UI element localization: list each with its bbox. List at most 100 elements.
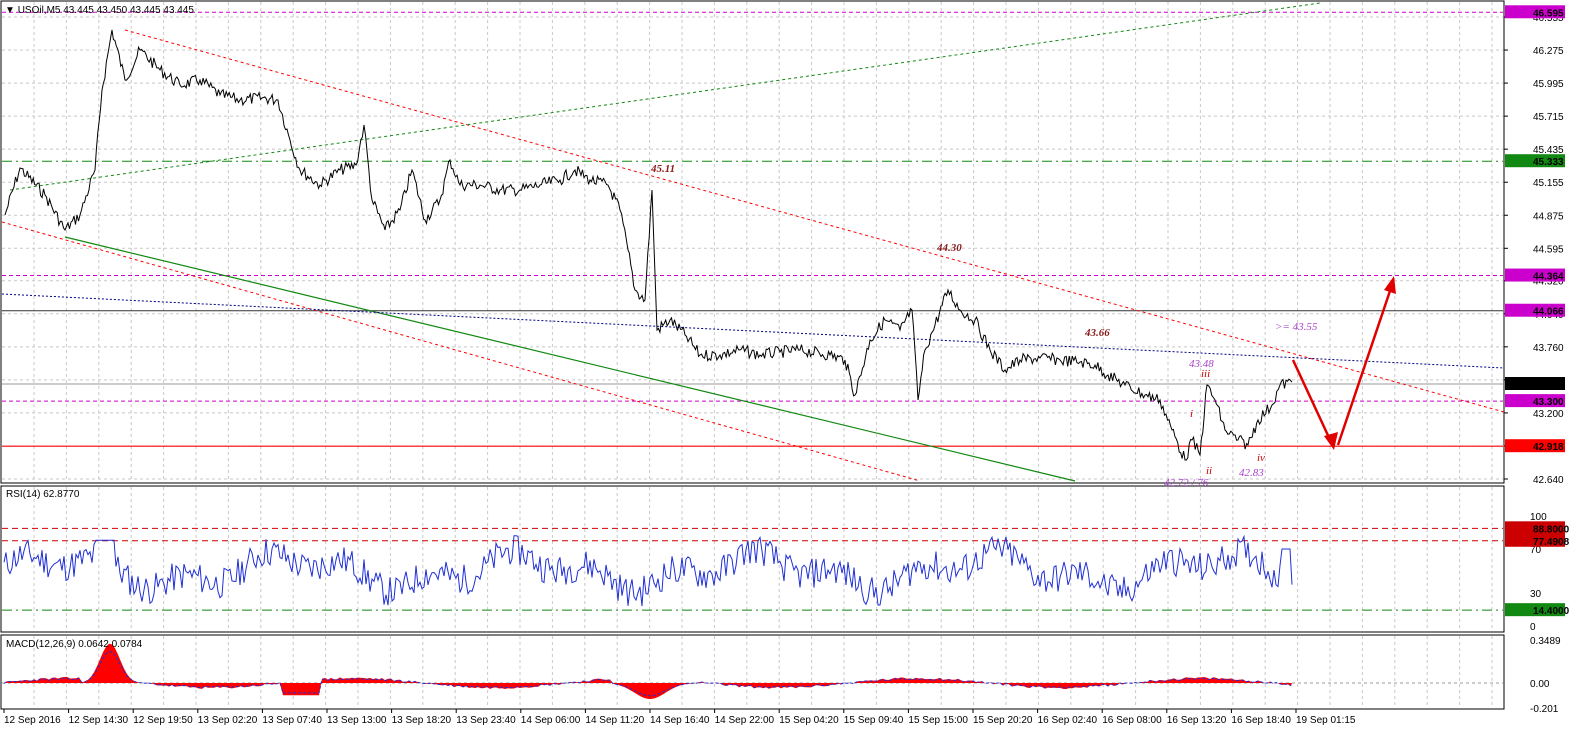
macd-panel[interactable] <box>0 634 1505 710</box>
rsi-indicator <box>2 527 1503 611</box>
rsi-tag-label: 77.4908 <box>1533 537 1570 548</box>
macd-histogram <box>4 643 1292 699</box>
rsi-tag-box <box>1505 533 1565 547</box>
rsi-tag-label: 88.8000 <box>1533 524 1570 535</box>
price-tag-label: 45.333 <box>1533 157 1564 168</box>
price-tick-label: 46.275 <box>1533 46 1564 57</box>
rsi-tick-label: 0 <box>1530 622 1536 633</box>
annotation-45-11: 45.11 <box>650 163 675 175</box>
channel-upper-line <box>124 29 1505 413</box>
time-tick-label: 16 Sep 08:00 <box>1102 715 1162 726</box>
price-tick-label: 45.715 <box>1533 112 1564 123</box>
symbol-header: ▼ USOil,M5 43.445 43.450 43.445 43.445 <box>5 5 194 16</box>
price-tag-box <box>1505 439 1565 453</box>
price-tag-label: 46.595 <box>1533 8 1564 19</box>
wave-iii-label: iii <box>1201 368 1210 380</box>
horizontal-levels <box>2 11 1503 447</box>
green-dotted-trendline <box>9 2 1321 191</box>
price-series <box>4 29 1293 461</box>
time-tick-label: 16 Sep 18:40 <box>1231 715 1291 726</box>
wave-ii-label: ii <box>1206 465 1212 477</box>
time-tick-label: 13 Sep 18:20 <box>392 715 452 726</box>
time-tick-label: 15 Sep 20:20 <box>973 715 1033 726</box>
annotation-43-48: 43.48 <box>1189 358 1214 370</box>
time-tick-label: 12 Sep 14:30 <box>69 715 129 726</box>
time-axis: 12 Sep 2016 12 Sep 14:30 12 Sep 19:50 13 Se… <box>3 709 1356 726</box>
down-arrow-line <box>1291 359 1334 445</box>
annotation-43-66: 43.66 <box>1084 327 1110 339</box>
rsi-tick-label: 30 <box>1530 589 1542 600</box>
time-tick-label: 12 Sep 19:50 <box>133 715 193 726</box>
macd-tick-label: 0.00 <box>1530 679 1550 690</box>
chart-grid <box>2 2 1503 708</box>
rsi-tag-box <box>1505 521 1565 535</box>
time-tick-label: 14 Sep 06:00 <box>521 715 581 726</box>
macd-tick-label: 0.3489 <box>1530 636 1561 647</box>
time-tick-label: 12 Sep 2016 <box>4 715 61 726</box>
up-arrow-line <box>1336 284 1394 446</box>
price-tag-box <box>1505 5 1565 19</box>
time-tick-label: 15 Sep 09:40 <box>844 715 904 726</box>
up-arrow-head <box>1384 276 1396 294</box>
price-axis: 46.555 46.275 45.995 45.715 45.435 45.155 44.8… <box>1504 13 1564 486</box>
price-tag-box <box>1505 154 1565 168</box>
price-tick-label: 46.555 <box>1533 13 1564 24</box>
price-tag-label: 43.445 <box>1533 380 1564 391</box>
price-tag-box <box>1505 268 1565 282</box>
price-tick-label: 44.875 <box>1533 211 1564 222</box>
price-tick-label: 45.995 <box>1533 79 1564 90</box>
rsi-tick-label: 100 <box>1530 512 1547 523</box>
time-tick-label: 13 Sep 23:40 <box>456 715 516 726</box>
price-tick-label: 44.595 <box>1533 244 1564 255</box>
time-tick-label: 13 Sep 13:00 <box>327 715 387 726</box>
price-panel[interactable] <box>0 0 1505 484</box>
time-tick-label: 14 Sep 16:40 <box>650 715 710 726</box>
rsi-header: RSI(14) 62.8770 <box>6 489 80 500</box>
macd-axis: 0.3489 0.00 -0.201 <box>1530 636 1561 715</box>
price-tag-label: 44.364 <box>1533 272 1564 283</box>
price-tick-label: 43.200 <box>1533 409 1564 420</box>
price-tag-label: 44.066 <box>1533 307 1564 318</box>
green-support-line <box>64 236 1076 482</box>
price-tag-label: 43.300 <box>1533 397 1564 408</box>
price-tag-box <box>1505 394 1565 408</box>
wave-i-label: i <box>1190 408 1193 420</box>
time-tick-label: 14 Sep 22:00 <box>715 715 775 726</box>
wave-iv-label: iv <box>1257 452 1265 464</box>
time-tick-label: 13 Sep 07:40 <box>262 715 322 726</box>
macd-indicator <box>2 643 1503 699</box>
rsi-tag-label: 14.4000 <box>1533 606 1570 617</box>
rsi-tag-box <box>1505 603 1565 617</box>
time-tick-label: 15 Sep 15:00 <box>908 715 968 726</box>
forecast-arrows <box>1291 276 1396 450</box>
rsi-axis: 100 70 30 0 88.8000 77.4908 14.4000 <box>1505 512 1570 633</box>
price-tick-label: 43.760 <box>1533 343 1564 354</box>
time-tick-label: 15 Sep 04:20 <box>779 715 839 726</box>
time-tick-label: 19 Sep 01:15 <box>1296 715 1356 726</box>
time-tick-label: 16 Sep 02:40 <box>1038 715 1098 726</box>
price-tag-label: 42.918 <box>1533 442 1564 453</box>
down-arrow-head <box>1324 432 1338 450</box>
low-annotation-2: 42.83 <box>1239 467 1264 479</box>
rsi-line <box>3 534 1293 607</box>
time-tick-label: 14 Sep 11:20 <box>585 715 644 726</box>
annotation-44-30: 44.30 <box>936 242 962 254</box>
low-annotation-1: 42.72 / 76 <box>1164 477 1209 489</box>
price-tick-label: 44.320 <box>1533 277 1564 288</box>
rsi-tick-label: 70 <box>1530 545 1542 556</box>
channel-lower-line <box>1 221 921 482</box>
price-tick-label: 45.435 <box>1533 145 1564 156</box>
price-tick-label: 45.155 <box>1533 178 1564 189</box>
price-tag-box <box>1505 303 1565 317</box>
macd-signal-line <box>3 651 1292 697</box>
macd-header: MACD(12,26,9) 0.0642 0.0784 <box>6 639 143 650</box>
time-tick-label: 16 Sep 13:20 <box>1167 715 1227 726</box>
macd-tick-label: -0.201 <box>1530 704 1559 715</box>
price-tick-label: 42.640 <box>1533 475 1564 486</box>
trend-lines <box>1 2 1505 482</box>
time-tick-label: 13 Sep 02:20 <box>198 715 258 726</box>
annotation-target: >= 43.55 <box>1275 321 1318 333</box>
price-tag-box <box>1505 377 1565 391</box>
price-level-tags: 46.595 45.333 44.364 44.066 43.445 43.300 42.9… <box>1505 5 1565 453</box>
